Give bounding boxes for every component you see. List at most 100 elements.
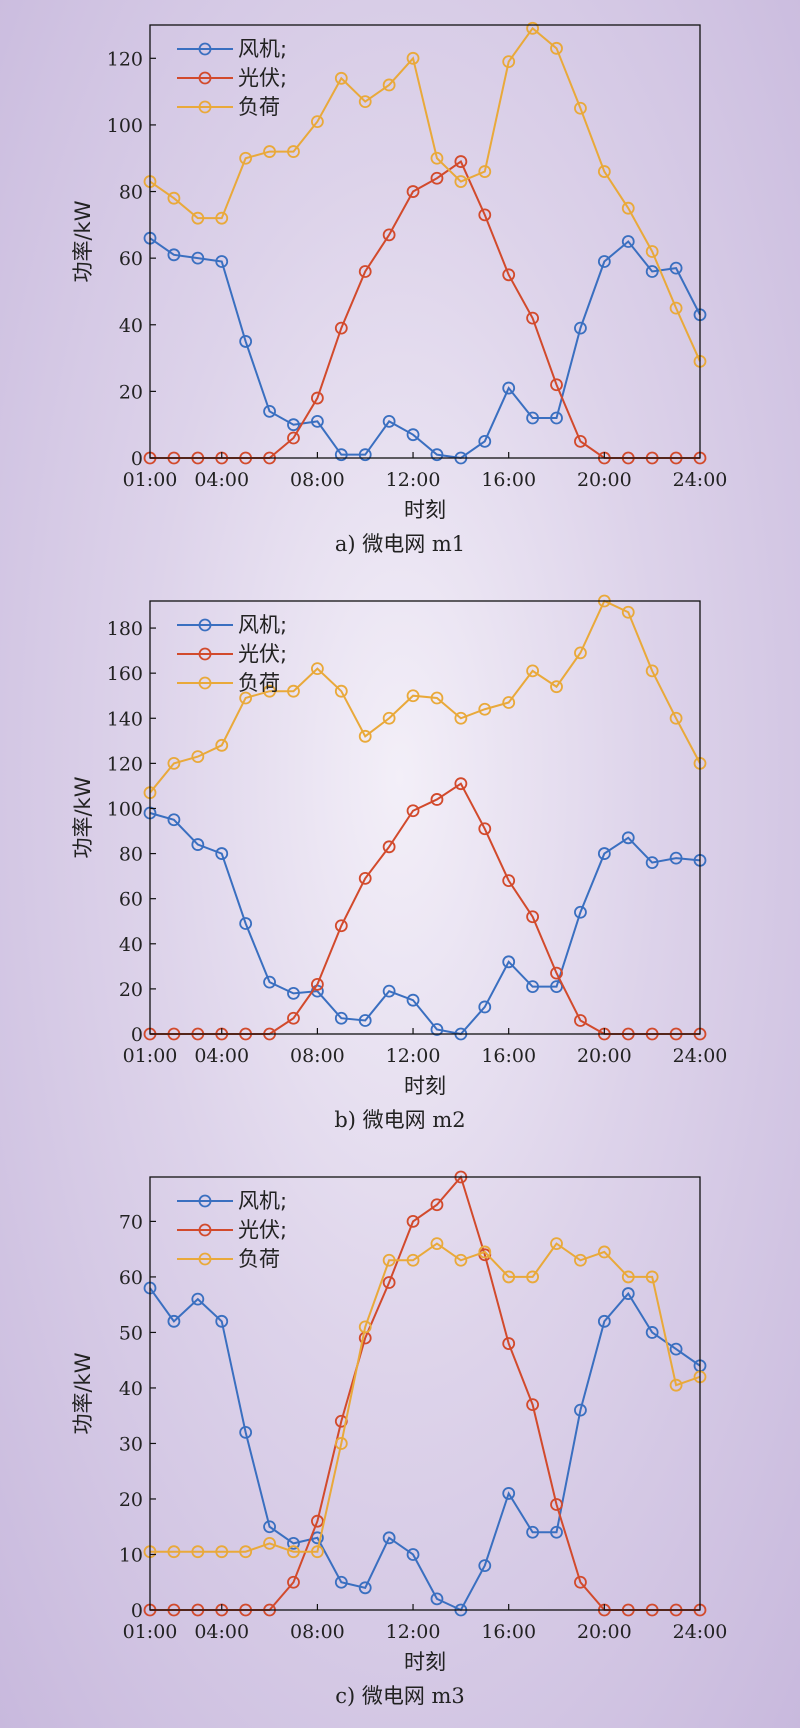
data-point (310, 977, 324, 991)
data-point (239, 691, 253, 705)
legend-marker (198, 676, 212, 690)
x-tick-label: 12:00 (386, 469, 441, 491)
data-point (669, 261, 683, 275)
y-tick-label: 80 (119, 182, 143, 204)
data-point (382, 1253, 396, 1267)
x-tick-label: 16:00 (481, 1621, 536, 1643)
data-point (454, 777, 468, 791)
legend-label: 风机; (238, 613, 287, 637)
data-point (287, 1536, 300, 1550)
data-point (167, 1545, 181, 1559)
data-point (167, 248, 181, 262)
plot-frame (149, 1176, 701, 1611)
y-tick-label: 70 (119, 1211, 143, 1233)
y-tick-label: 50 (119, 1322, 143, 1344)
data-point (382, 78, 396, 92)
x-tick-label: 16:00 (481, 469, 536, 491)
legend-label: 负荷 (238, 1247, 280, 1271)
data-point (502, 874, 516, 888)
data-point (310, 1514, 324, 1528)
data-point (406, 1548, 420, 1561)
y-tick-label: 60 (119, 248, 143, 270)
data-point (334, 919, 348, 933)
y-tick-label: 160 (107, 663, 143, 685)
data-point (406, 804, 420, 818)
legend: 风机; 光伏; 负荷 (177, 1189, 287, 1271)
data-point (526, 664, 540, 678)
data-point (191, 211, 205, 225)
y-tick-label: 0 (131, 448, 143, 470)
y-tick-label: 10 (119, 1544, 143, 1566)
y-tick-label: 80 (119, 844, 143, 866)
legend-marker (198, 1223, 212, 1237)
x-tick-label: 04:00 (194, 1045, 249, 1067)
data-point (191, 750, 205, 764)
x-tick-label: 08:00 (290, 469, 345, 491)
x-tick-label: 20:00 (577, 1621, 632, 1643)
data-point (406, 689, 420, 703)
data-point (382, 1531, 396, 1545)
series-group (143, 231, 707, 465)
data-point (550, 1237, 563, 1251)
x-tick-label: 08:00 (290, 1045, 345, 1067)
series-group (143, 1170, 707, 1617)
data-point (645, 1270, 659, 1284)
data-point (574, 1014, 587, 1027)
y-tick-label: 120 (107, 753, 143, 775)
data-point (454, 711, 468, 725)
data-point (669, 711, 683, 725)
y-tick-label: 20 (119, 381, 143, 403)
data-point (478, 165, 492, 178)
data-point (239, 1425, 253, 1439)
legend-marker (198, 71, 212, 85)
series-line (149, 237, 701, 460)
data-point (191, 1292, 205, 1306)
data-point (621, 1287, 635, 1300)
data-point (287, 145, 300, 158)
data-point (550, 378, 563, 392)
y-tick-label: 60 (119, 889, 143, 911)
series-line (149, 599, 701, 794)
chart-caption: b) 微电网 m2 (334, 1108, 465, 1132)
data-point (263, 975, 276, 989)
data-point (502, 268, 516, 282)
data-point (406, 428, 420, 442)
data-point (645, 856, 659, 870)
legend-marker (198, 1252, 212, 1266)
legend-label: 风机; (238, 1189, 287, 1213)
data-point (334, 1437, 348, 1450)
data-point (191, 838, 205, 851)
data-point (550, 41, 563, 55)
x-tick-label: 12:00 (386, 1045, 441, 1067)
data-point (502, 381, 516, 395)
data-point (550, 966, 563, 980)
series-group (143, 21, 707, 368)
data-point (502, 1270, 516, 1284)
data-point (215, 1545, 229, 1559)
x-tick-label: 04:00 (194, 469, 249, 491)
data-point (502, 955, 516, 969)
y-tick-label: 40 (119, 315, 143, 337)
data-point (550, 1525, 563, 1539)
data-point (430, 793, 444, 806)
chart-panel: 0 20 40 60 80 100 120 01:00 04:00 08:00 12:00 16:00… (0, 0, 800, 576)
chart-caption: c) 微电网 m3 (335, 1684, 465, 1708)
data-point (239, 151, 253, 165)
data-point (645, 664, 659, 678)
y-axis-label: 功率/kW (71, 200, 95, 282)
data-point (287, 987, 300, 1000)
data-point (597, 1314, 611, 1328)
data-point (239, 1545, 253, 1559)
x-tick-label: 24:00 (673, 1045, 728, 1067)
data-point (550, 680, 563, 694)
x-axis-label: 时刻 (404, 1650, 446, 1674)
data-point (669, 1378, 683, 1392)
data-point (621, 201, 635, 215)
data-point (263, 145, 276, 158)
data-point (358, 1320, 372, 1334)
data-point (239, 917, 253, 930)
y-axis-label: 功率/kW (71, 1352, 95, 1434)
data-point (478, 434, 492, 448)
data-point (287, 684, 300, 698)
plot-frame (149, 24, 701, 459)
